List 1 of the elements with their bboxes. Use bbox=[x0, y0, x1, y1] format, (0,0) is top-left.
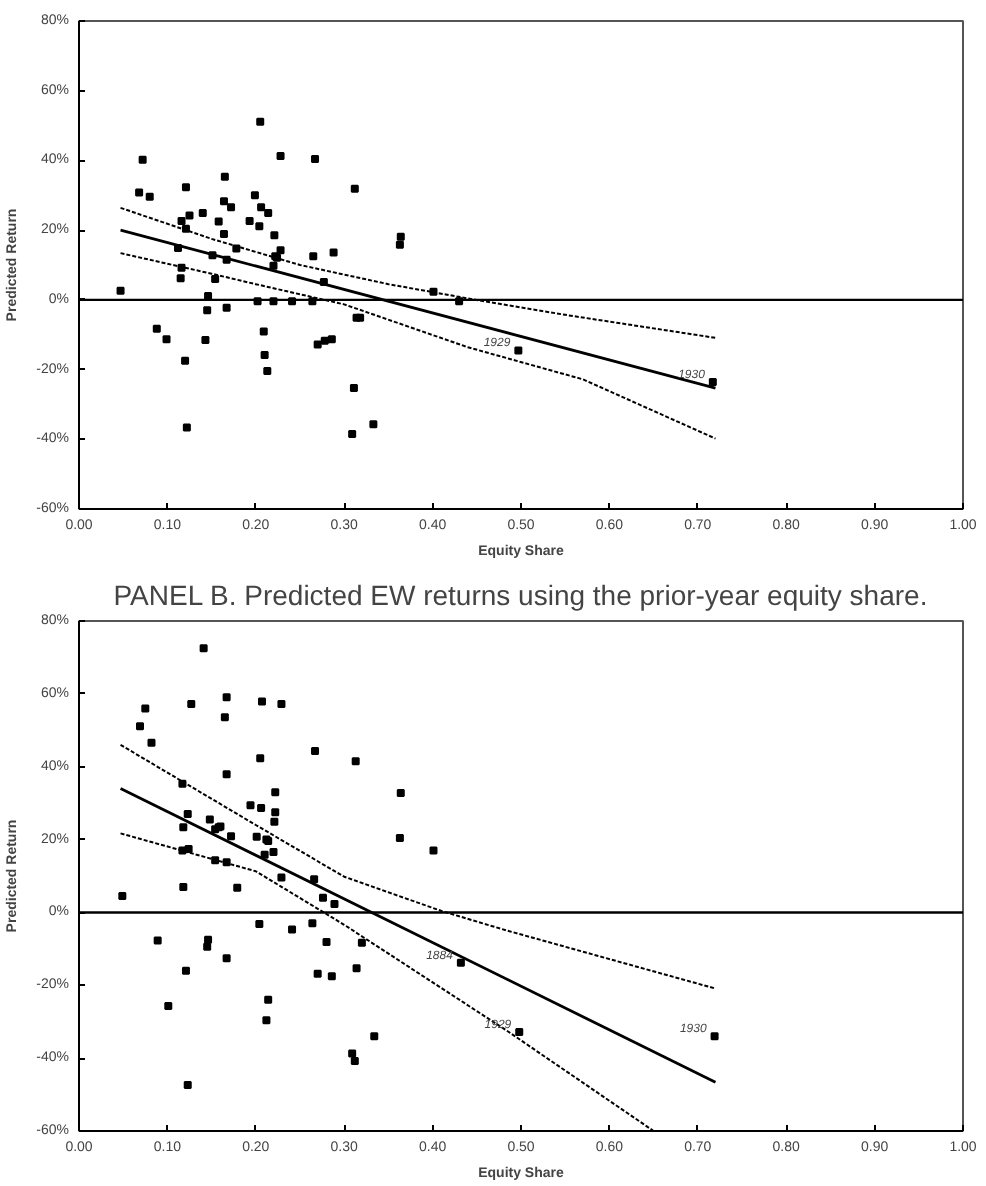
chart-title: PANEL B. Predicted EW returns using the prior-year equity share. bbox=[113, 579, 928, 611]
